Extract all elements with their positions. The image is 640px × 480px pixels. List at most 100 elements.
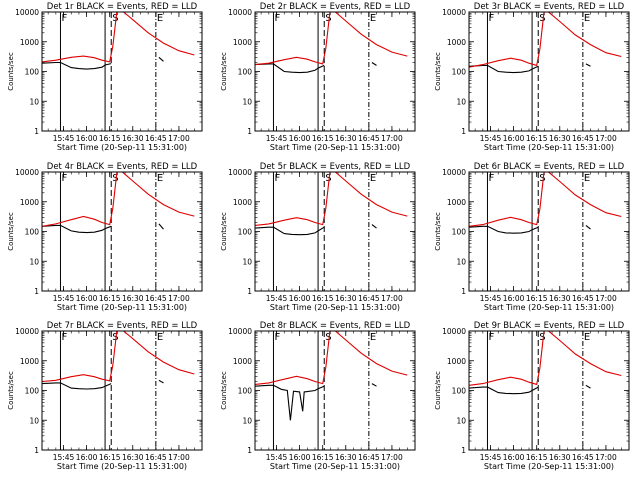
panel-title: Det 8r BLACK = Events, RED = LLD	[260, 321, 411, 331]
x-tick-label: 15:45	[480, 134, 502, 143]
y-axis-label: Counts/sec	[434, 52, 442, 91]
x-axis-label: Start Time (20-Sep-11 15:31:00)	[57, 303, 187, 312]
y-tick-label: 1000	[233, 38, 252, 47]
plot-frame	[254, 330, 416, 451]
x-tick-label: 16:15	[312, 294, 334, 303]
series-events-line	[469, 384, 591, 395]
x-tick-label: 17:00	[168, 294, 190, 303]
marker-label-s: S	[539, 173, 545, 184]
series-lld-line	[469, 12, 622, 68]
x-tick-label: 17:00	[168, 453, 190, 462]
series-lld-line	[42, 331, 195, 383]
marker-label-e: E	[584, 332, 590, 343]
y-tick-label: 10	[456, 416, 466, 425]
marker-label-s: S	[539, 332, 545, 343]
panel-title: Det 2r BLACK = Events, RED = LLD	[260, 2, 411, 12]
x-tick-label: 15:45	[53, 294, 75, 303]
series-group	[42, 172, 195, 234]
marker-label-e: E	[584, 13, 590, 24]
y-tick-label: 10	[242, 257, 252, 266]
plot-frame	[468, 11, 630, 132]
x-tick-label: 16:00	[503, 294, 525, 303]
y-tick-label: 1	[34, 127, 39, 136]
y-axis-label: Counts/sec	[220, 52, 228, 91]
x-tick-label: 16:00	[503, 134, 525, 143]
y-tick-label: 1000	[20, 357, 39, 366]
panel-title: Det 4r BLACK = Events, RED = LLD	[47, 162, 198, 172]
panel-det-3: Det 3r BLACK = Events, RED = LLD 1 10 100 10…	[434, 2, 630, 152]
marker-label-e: E	[157, 173, 163, 184]
y-tick-label: 1000	[447, 198, 466, 207]
x-axis-label: Start Time (20-Sep-11 15:31:00)	[270, 462, 400, 471]
series-group	[469, 172, 622, 234]
y-tick-label: 100	[25, 228, 40, 237]
y-tick-label: 100	[25, 68, 40, 77]
panel-det-9: Det 9r BLACK = Events, RED = LLD 1 10 100 10…	[434, 321, 630, 471]
x-tick-label: 17:00	[595, 453, 617, 462]
x-tick-label: 16:45	[358, 453, 380, 462]
marker-label-f: F	[274, 332, 280, 343]
y-tick-label: 10	[456, 97, 466, 106]
x-tick-label: 16:30	[335, 453, 357, 462]
y-tick-label: 1	[461, 446, 466, 455]
series-group	[42, 12, 195, 70]
marker-label-f: F	[274, 173, 280, 184]
x-tick-label: 16:30	[335, 294, 357, 303]
series-group	[255, 331, 408, 421]
x-tick-label: 16:15	[526, 453, 548, 462]
y-tick-label: 10	[29, 416, 39, 425]
plot-frame	[254, 11, 416, 132]
series-events-line	[255, 62, 377, 74]
y-tick-label: 10000	[442, 327, 466, 336]
marker-label-s: S	[325, 13, 331, 24]
y-tick-label: 1	[247, 287, 252, 296]
series-lld-line	[255, 331, 408, 385]
marker-label-f: F	[61, 332, 67, 343]
plot-frame	[41, 11, 203, 132]
x-tick-label: 17:00	[381, 294, 403, 303]
x-tick-label: 17:00	[595, 134, 617, 143]
x-tick-label: 16:00	[503, 453, 525, 462]
marker-label-s: S	[325, 173, 331, 184]
x-tick-label: 15:45	[266, 453, 288, 462]
x-tick-label: 15:45	[266, 134, 288, 143]
marker-label-f: F	[274, 13, 280, 24]
y-tick-label: 1	[34, 446, 39, 455]
y-tick-label: 10000	[442, 168, 466, 177]
y-tick-label: 1	[461, 287, 466, 296]
plot-frame	[41, 330, 203, 451]
panel-title: Det 6r BLACK = Events, RED = LLD	[474, 162, 625, 172]
x-tick-label: 16:15	[526, 134, 548, 143]
x-axis-label: Start Time (20-Sep-11 15:31:00)	[57, 462, 187, 471]
x-axis-label: Start Time (20-Sep-11 15:31:00)	[484, 462, 614, 471]
x-tick-label: 17:00	[381, 134, 403, 143]
y-axis-label: Counts/sec	[434, 371, 442, 410]
y-tick-label: 1000	[447, 38, 466, 47]
y-tick-label: 1	[247, 446, 252, 455]
series-lld-line	[42, 12, 195, 63]
series-events-line	[42, 56, 164, 70]
marker-label-e: E	[157, 332, 163, 343]
x-axis-label: Start Time (20-Sep-11 15:31:00)	[484, 143, 614, 152]
y-tick-label: 1	[34, 287, 39, 296]
y-tick-label: 10000	[228, 168, 252, 177]
y-tick-label: 100	[452, 387, 467, 396]
x-tick-label: 16:00	[76, 294, 98, 303]
panel-title: Det 5r BLACK = Events, RED = LLD	[260, 162, 411, 172]
x-tick-label: 16:15	[99, 294, 121, 303]
marker-label-s: S	[112, 332, 118, 343]
series-events-line	[42, 223, 164, 234]
series-group	[469, 12, 622, 74]
series-events-line	[469, 63, 591, 74]
y-tick-label: 100	[25, 387, 40, 396]
panel-det-4: Det 4r BLACK = Events, RED = LLD 1 10 100 10…	[7, 162, 203, 312]
x-tick-label: 16:45	[145, 134, 167, 143]
marker-label-f: F	[488, 173, 494, 184]
y-tick-label: 100	[238, 387, 253, 396]
marker-label-e: E	[157, 13, 163, 24]
y-axis-label: Counts/sec	[220, 371, 228, 410]
plot-frame	[41, 171, 203, 292]
y-axis-label: Counts/sec	[7, 371, 15, 410]
marker-label-f: F	[61, 173, 67, 184]
marker-label-s: S	[112, 173, 118, 184]
